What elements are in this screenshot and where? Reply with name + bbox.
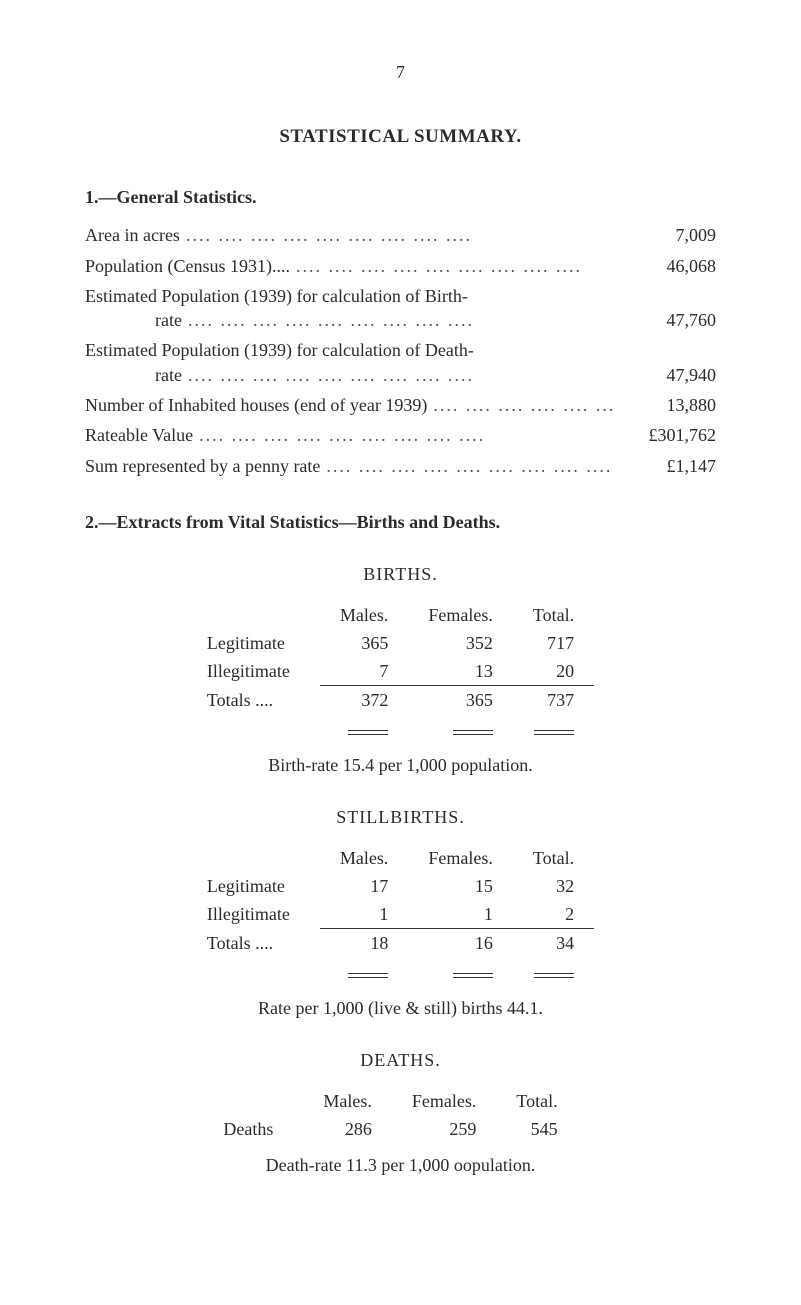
- stillbirths-title: STILLBIRTHS.: [85, 805, 716, 829]
- stillbirths-note: Rate per 1,000 (live & still) births 44.…: [85, 996, 716, 1020]
- stat-row: Rateable Value £301,762: [85, 423, 716, 447]
- deaths-table: Males.Females.Total.Deaths286259545: [223, 1087, 577, 1144]
- stat-value: 47,940: [616, 363, 716, 387]
- stat-label-line1: Estimated Population (1939) for calculat…: [85, 284, 716, 308]
- table-col-header: Total.: [513, 601, 594, 629]
- stat-value: £301,762: [616, 423, 716, 447]
- cell-value: 15: [408, 872, 513, 900]
- stat-value: 47,760: [616, 308, 716, 332]
- totals-label: Totals ....: [207, 686, 320, 715]
- cell-value: 7: [320, 657, 409, 686]
- births-table: Males.Females.Total.Legitimate365352717I…: [207, 601, 594, 743]
- cell-value: 259: [392, 1115, 497, 1143]
- cell-value: 1: [320, 900, 409, 929]
- cell-value: 1: [408, 900, 513, 929]
- stat-label: Population (Census 1931)....: [85, 254, 290, 278]
- stillbirths-table: Males.Females.Total.Legitimate171532Ille…: [207, 844, 594, 986]
- cell-value: 286: [303, 1115, 392, 1143]
- table-col-header: Males.: [320, 844, 409, 872]
- table-col-header: Females.: [408, 844, 513, 872]
- totals-value: 34: [513, 929, 594, 958]
- general-statistics-list: Area in acres 7,009 Population (Census 193…: [85, 223, 716, 478]
- table-row: Legitimate365352717: [207, 629, 594, 657]
- row-label: Legitimate: [207, 872, 320, 900]
- stat-label-line1: Estimated Population (1939) for calculat…: [85, 338, 716, 362]
- leader-dots: [290, 254, 616, 278]
- totals-label: Totals ....: [207, 929, 320, 958]
- stat-label: Number of Inhabited houses (end of year …: [85, 393, 427, 417]
- stat-value: 13,880: [616, 393, 716, 417]
- stat-label: Sum represented by a penny rate: [85, 454, 320, 478]
- totals-value: 18: [320, 929, 409, 958]
- stat-row: Area in acres 7,009: [85, 223, 716, 247]
- births-note: Birth-rate 15.4 per 1,000 population.: [85, 753, 716, 777]
- stat-value: £1,147: [616, 454, 716, 478]
- stat-label: Area in acres: [85, 223, 180, 247]
- totals-value: 365: [408, 686, 513, 715]
- cell-value: 365: [320, 629, 409, 657]
- totals-value: 372: [320, 686, 409, 715]
- leader-dots: [193, 423, 616, 447]
- table-col-header: Total.: [513, 844, 594, 872]
- stat-row: Estimated Population (1939) for calculat…: [85, 284, 716, 333]
- stat-row: Estimated Population (1939) for calculat…: [85, 338, 716, 387]
- table-col-header: Females.: [408, 601, 513, 629]
- leader-dots: [320, 454, 616, 478]
- table-row: Legitimate171532: [207, 872, 594, 900]
- row-label: Deaths: [223, 1115, 303, 1143]
- births-title: BIRTHS.: [85, 562, 716, 586]
- cell-value: 20: [513, 657, 594, 686]
- table-row: Illegitimate112: [207, 900, 594, 929]
- cell-value: 32: [513, 872, 594, 900]
- cell-value: 13: [408, 657, 513, 686]
- leader-dots: [182, 363, 616, 387]
- section-2-heading: 2.—Extracts from Vital Statistics—Births…: [85, 510, 716, 534]
- cell-value: 2: [513, 900, 594, 929]
- totals-value: 16: [408, 929, 513, 958]
- stat-row: Number of Inhabited houses (end of year …: [85, 393, 716, 417]
- stat-label-line2: rate: [155, 363, 182, 387]
- row-label: Illegitimate: [207, 900, 320, 929]
- leader-dots: [182, 308, 616, 332]
- page-number: 7: [85, 60, 716, 84]
- row-label: Illegitimate: [207, 657, 320, 686]
- stat-value: 7,009: [616, 223, 716, 247]
- totals-value: 737: [513, 686, 594, 715]
- stat-row: Population (Census 1931).... 46,068: [85, 254, 716, 278]
- leader-dots: [180, 223, 616, 247]
- stat-value: 46,068: [616, 254, 716, 278]
- cell-value: 17: [320, 872, 409, 900]
- stat-row: Sum represented by a penny rate £1,147: [85, 454, 716, 478]
- table-row: Illegitimate71320: [207, 657, 594, 686]
- document-title: STATISTICAL SUMMARY.: [85, 124, 716, 150]
- table-col-header: Total.: [496, 1087, 577, 1115]
- deaths-title: DEATHS.: [85, 1048, 716, 1072]
- table-row: Deaths286259545: [223, 1115, 577, 1143]
- stat-label-line2: rate: [155, 308, 182, 332]
- stat-label: Rateable Value: [85, 423, 193, 447]
- deaths-note: Death-rate 11.3 per 1,000 oopulation.: [85, 1153, 716, 1177]
- section-1-heading: 1.—General Statistics.: [85, 185, 716, 209]
- leader-dots: [427, 393, 616, 417]
- table-col-header: Females.: [392, 1087, 497, 1115]
- cell-value: 352: [408, 629, 513, 657]
- cell-value: 717: [513, 629, 594, 657]
- cell-value: 545: [496, 1115, 577, 1143]
- row-label: Legitimate: [207, 629, 320, 657]
- table-col-header: Males.: [303, 1087, 392, 1115]
- table-col-header: Males.: [320, 601, 409, 629]
